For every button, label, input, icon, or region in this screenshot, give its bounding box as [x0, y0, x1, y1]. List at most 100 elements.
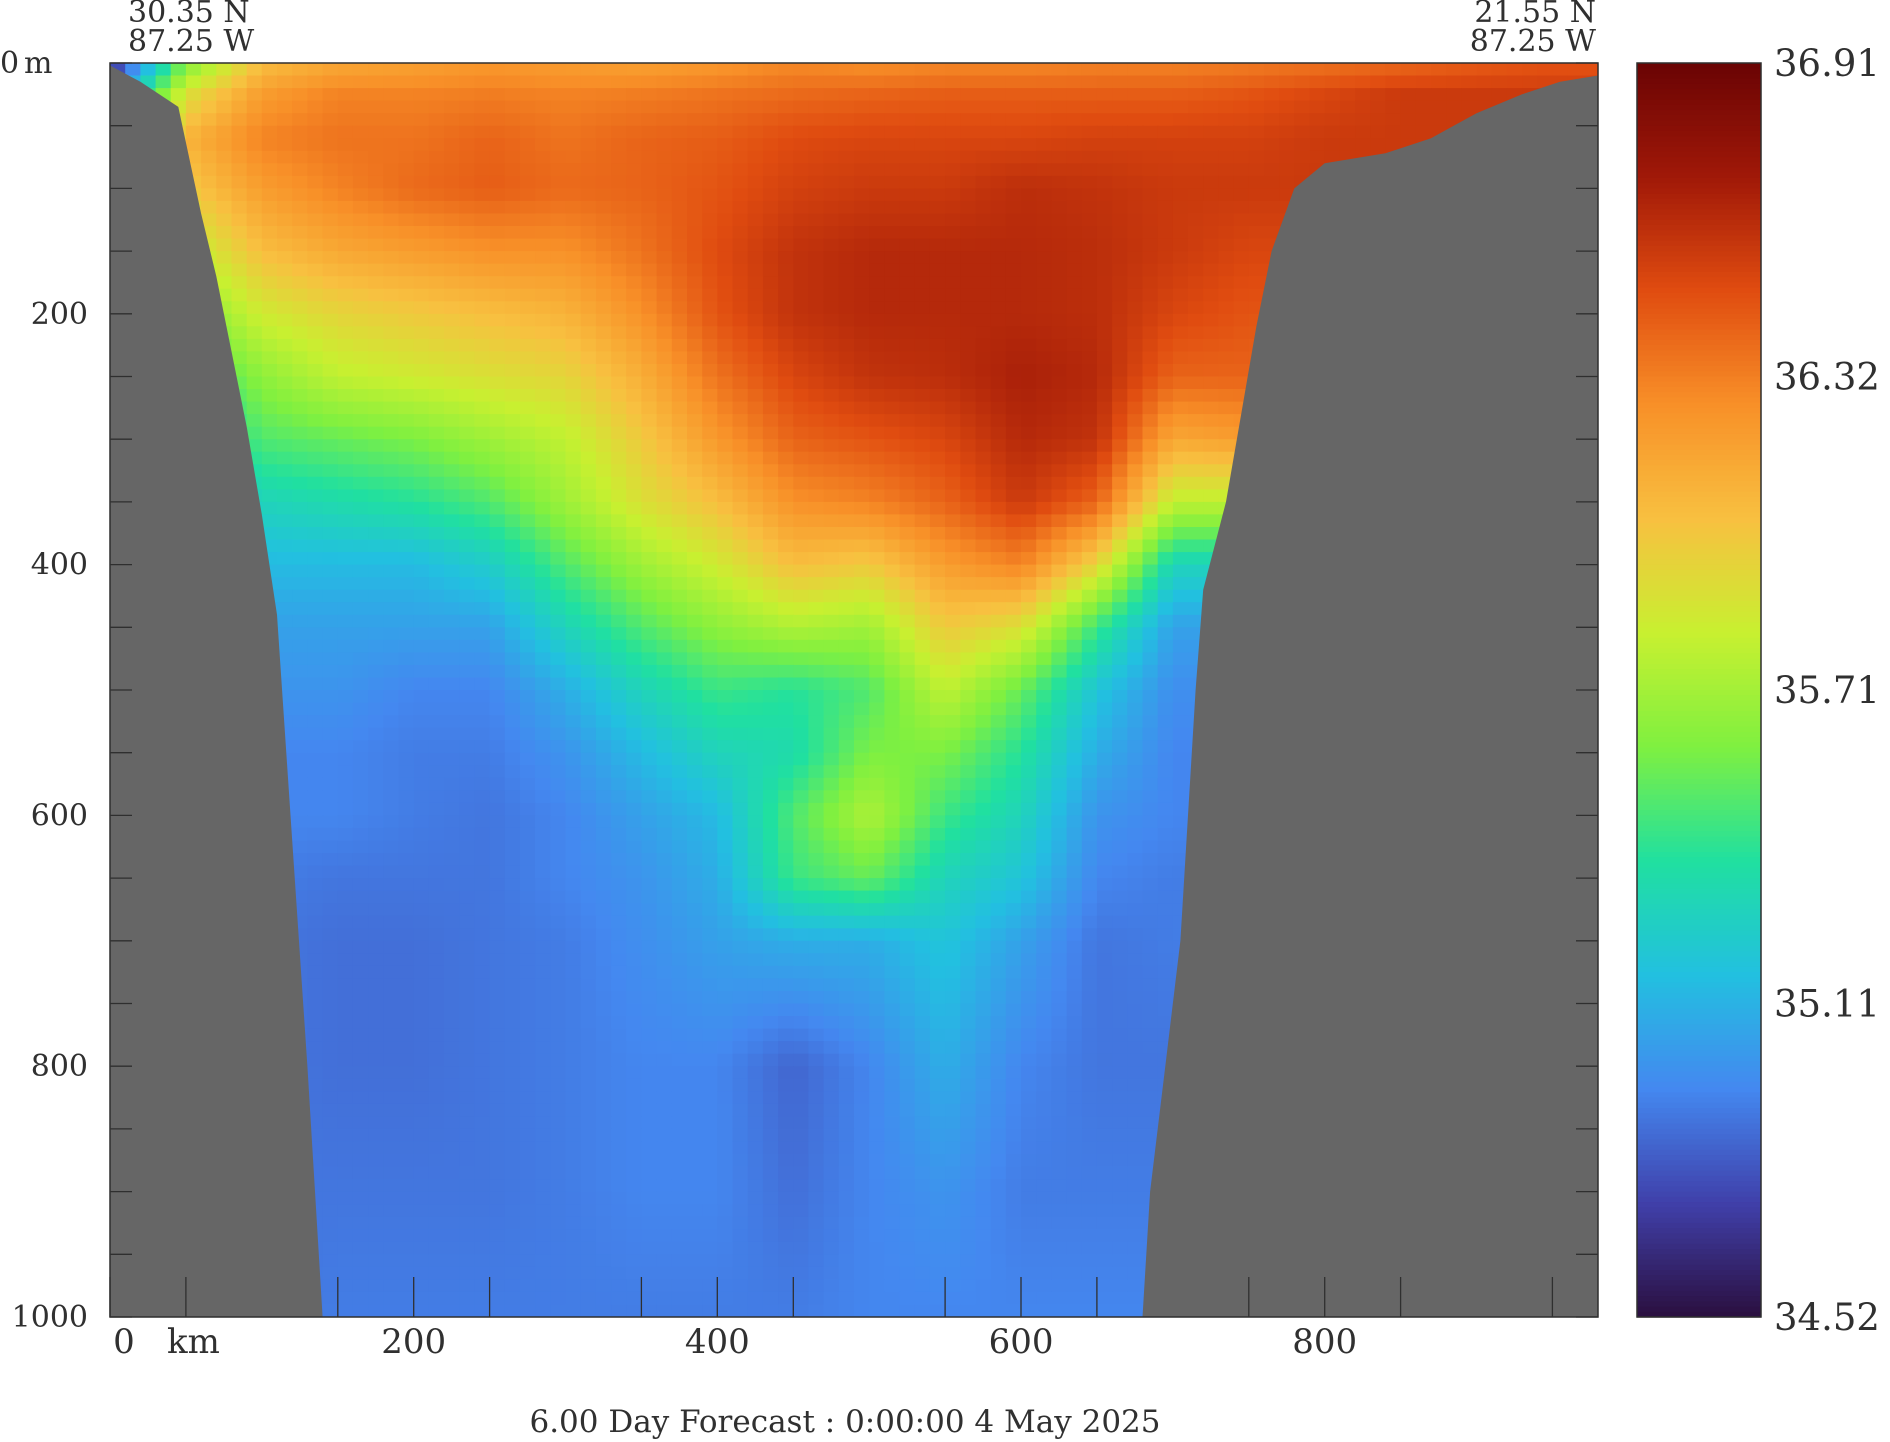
heatmap-cell — [1051, 602, 1068, 616]
heatmap-cell — [201, 63, 217, 77]
heatmap-cell — [444, 75, 460, 89]
heatmap-cell — [747, 690, 764, 704]
heatmap-cell — [292, 664, 308, 678]
heatmap-cell — [1005, 100, 1022, 114]
heatmap-cell — [823, 464, 840, 478]
heatmap-cell — [231, 125, 248, 139]
heatmap-cell — [246, 263, 263, 277]
heatmap-cell — [778, 75, 794, 89]
heatmap-cell — [277, 627, 293, 641]
heatmap-cell — [292, 602, 308, 616]
heatmap-cell — [626, 313, 642, 327]
heatmap-cell — [702, 301, 718, 315]
heatmap-cell — [838, 188, 855, 202]
heatmap-cell — [307, 88, 324, 102]
heatmap-cell — [444, 288, 460, 302]
heatmap-cell — [520, 627, 536, 641]
heatmap-cell — [1142, 627, 1159, 641]
heatmap-cell — [580, 401, 597, 415]
heatmap-cell — [307, 664, 324, 678]
heatmap-cell — [854, 527, 870, 541]
heatmap-cell — [1233, 125, 1250, 139]
heatmap-cell — [808, 627, 825, 641]
heatmap-cell — [1127, 226, 1144, 240]
heatmap-cell — [1127, 577, 1144, 591]
heatmap-cell — [854, 514, 870, 528]
heatmap-cell — [352, 602, 369, 616]
heatmap-cell — [1005, 589, 1022, 603]
heatmap-cell — [778, 476, 794, 490]
heatmap-cell — [383, 514, 400, 528]
heatmap-cell — [1036, 301, 1052, 315]
heatmap-cell — [671, 213, 688, 227]
heatmap-cell — [990, 138, 1007, 152]
heatmap-cell — [671, 251, 688, 265]
heatmap-cell — [1279, 88, 1295, 102]
heatmap-cell — [611, 263, 627, 277]
heatmap-cell — [626, 75, 642, 89]
heatmap-cell — [914, 150, 931, 164]
heatmap-cell — [383, 251, 400, 265]
heatmap-cell — [261, 226, 278, 240]
heatmap-cell — [1127, 88, 1144, 102]
heatmap-cell — [823, 514, 840, 528]
heatmap-cell — [368, 326, 384, 340]
heatmap-cell — [1142, 175, 1159, 189]
heatmap-cell — [1051, 664, 1068, 678]
heatmap-cell — [687, 338, 703, 352]
heatmap-cell — [277, 200, 293, 214]
heatmap-cell — [1248, 100, 1265, 114]
heatmap-cell — [292, 627, 308, 641]
heatmap-cell — [595, 251, 612, 265]
heatmap-cell — [884, 150, 901, 164]
heatmap-cell — [808, 263, 825, 277]
heatmap-cell — [1172, 664, 1189, 678]
heatmap-cell — [1233, 376, 1250, 390]
heatmap-cell — [474, 627, 491, 641]
heatmap-cell — [1127, 364, 1144, 378]
heatmap-cell — [261, 138, 278, 152]
heatmap-cell — [899, 464, 916, 478]
heatmap-cell — [1112, 288, 1128, 302]
heatmap-cell — [945, 313, 961, 327]
heatmap-cell — [884, 527, 901, 541]
heatmap-cell — [1112, 489, 1128, 503]
heatmap-cell — [945, 389, 961, 403]
heatmap-cell — [474, 200, 491, 214]
heatmap-cell — [702, 627, 718, 641]
heatmap-cell — [580, 251, 597, 265]
heatmap-cell — [747, 351, 764, 365]
heatmap-cell — [808, 439, 825, 453]
heatmap-cell — [1142, 501, 1159, 515]
heatmap-cell — [929, 552, 946, 566]
heatmap-cell — [413, 238, 430, 252]
heatmap-cell — [504, 527, 521, 541]
heatmap-cell — [656, 200, 673, 214]
heatmap-cell — [352, 75, 369, 89]
heatmap-cell — [565, 664, 582, 678]
heatmap-cell — [550, 376, 567, 390]
heatmap-cell — [990, 163, 1007, 177]
heatmap-cell — [580, 63, 597, 77]
heatmap-cell — [626, 351, 642, 365]
heatmap-cell — [960, 652, 977, 666]
heatmap-cell — [1005, 614, 1022, 628]
heatmap-cell — [945, 652, 961, 666]
heatmap-cell — [869, 63, 885, 77]
heatmap-cell — [322, 88, 339, 102]
heatmap-cell — [595, 639, 612, 653]
heatmap-cell — [504, 451, 521, 465]
heatmap-cell — [565, 75, 582, 89]
heatmap-cell — [322, 464, 339, 478]
heatmap-cell — [1188, 75, 1204, 89]
heatmap-cell — [398, 351, 415, 365]
heatmap-cell — [854, 113, 870, 127]
heatmap-cell — [823, 63, 840, 77]
heatmap-cell — [1218, 338, 1235, 352]
heatmap-cell — [565, 627, 582, 641]
heatmap-cell — [1142, 389, 1159, 403]
heatmap-cell — [990, 514, 1007, 528]
heatmap-cell — [489, 439, 506, 453]
heatmap-cell — [1066, 489, 1083, 503]
heatmap-cell — [444, 426, 460, 440]
